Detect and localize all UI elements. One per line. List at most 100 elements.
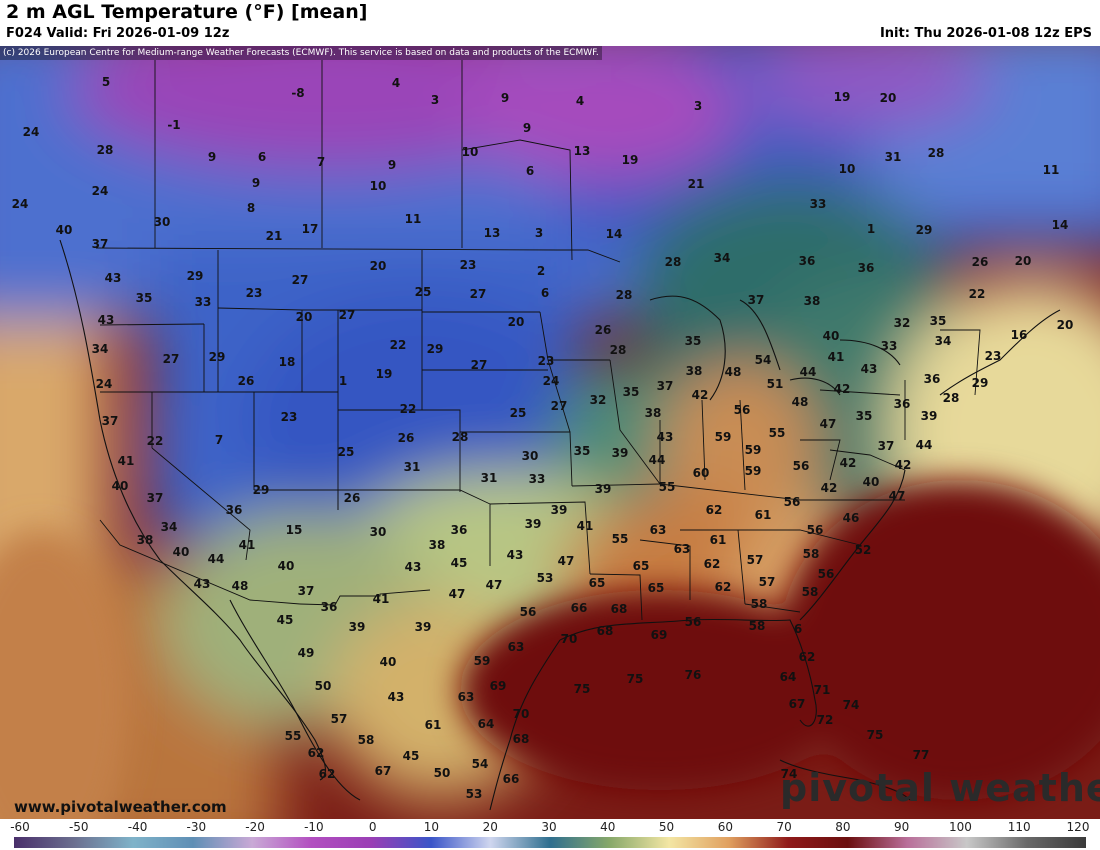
colorbar-tick-label: 80 xyxy=(835,820,851,834)
colorbar-tick-label: 50 xyxy=(658,820,675,834)
website-url[interactable]: www.pivotalweather.com xyxy=(14,798,227,816)
temperature-value-label: 36 xyxy=(451,523,468,537)
temperature-value-label: 52 xyxy=(855,543,872,557)
temperature-value-label: 4 xyxy=(576,94,584,108)
temperature-value-label: 2 xyxy=(537,264,545,278)
temperature-value-label: 28 xyxy=(665,255,682,269)
temperature-value-label: 39 xyxy=(415,620,432,634)
temperature-value-label: 41 xyxy=(118,454,135,468)
temperature-value-label: 68 xyxy=(611,602,628,616)
temperature-value-label: 35 xyxy=(136,291,153,305)
temperature-value-label: 11 xyxy=(1043,163,1060,177)
temperature-value-label: 33 xyxy=(810,197,827,211)
temperature-value-label: 46 xyxy=(843,511,860,525)
temperature-value-label: 75 xyxy=(574,682,591,696)
temperature-value-label: 43 xyxy=(388,690,405,704)
temperature-value-label: 50 xyxy=(315,679,332,693)
colorbar-tick-label: 0 xyxy=(368,820,377,834)
temperature-value-label: 39 xyxy=(595,482,612,496)
temperature-value-label: 61 xyxy=(425,718,442,732)
temperature-value-label: 33 xyxy=(195,295,212,309)
temperature-value-label: 58 xyxy=(751,597,768,611)
temperature-value-label: 59 xyxy=(745,443,762,457)
temperature-value-label: -1 xyxy=(167,118,180,132)
temperature-value-label: 66 xyxy=(503,772,520,786)
temperature-value-label: 20 xyxy=(296,310,313,324)
temperature-value-label: 58 xyxy=(358,733,375,747)
temperature-value-label: 44 xyxy=(208,552,225,566)
temperature-value-label: 26 xyxy=(972,255,989,269)
temperature-value-label: 55 xyxy=(659,480,676,494)
temperature-value-label: 23 xyxy=(985,349,1002,363)
temperature-value-label: 69 xyxy=(490,679,507,693)
temperature-value-label: 72 xyxy=(817,713,834,727)
temperature-value-label: 3 xyxy=(694,99,702,113)
temperature-value-label: 42 xyxy=(895,458,912,472)
temperature-value-label: 18 xyxy=(279,355,296,369)
temperature-value-label: 37 xyxy=(878,439,895,453)
colorbar-tick-label: 40 xyxy=(600,820,616,834)
temperature-value-label: 26 xyxy=(398,431,415,445)
temperature-value-label: 56 xyxy=(818,567,835,581)
temperature-value-label: 29 xyxy=(187,269,204,283)
colorbar-tick-label: 30 xyxy=(541,820,557,834)
temperature-value-label: 36 xyxy=(894,397,911,411)
temperature-value-label: 31 xyxy=(885,150,902,164)
temperature-value-label: 28 xyxy=(616,288,633,302)
temperature-value-label: 45 xyxy=(451,556,468,570)
colorbar-tick-label: 110 xyxy=(1007,820,1031,834)
temperature-value-label: 55 xyxy=(612,532,629,546)
temperature-value-label: 27 xyxy=(471,358,488,372)
temperature-value-label: 57 xyxy=(759,575,776,589)
temperature-value-label: 63 xyxy=(458,690,475,704)
temperature-value-label: 37 xyxy=(748,293,765,307)
temperature-value-label: 29 xyxy=(209,350,226,364)
temperature-value-label: 27 xyxy=(470,287,487,301)
temperature-value-label: 45 xyxy=(277,613,294,627)
brand-logo: pivotal weather xyxy=(780,766,1100,810)
colorbar-tick-label: 70 xyxy=(776,820,792,834)
temperature-value-label: 15 xyxy=(286,523,303,537)
temperature-value-label: 5 xyxy=(102,75,110,89)
temperature-value-label: 29 xyxy=(916,223,933,237)
temperature-value-label: 50 xyxy=(434,766,451,780)
temperature-value-label: 63 xyxy=(650,523,667,537)
temperature-value-label: 40 xyxy=(380,655,397,669)
temperature-value-label: 75 xyxy=(867,728,884,742)
temperature-value-label: 40 xyxy=(823,329,840,343)
temperature-value-label: 26 xyxy=(238,374,255,388)
colorbar-tick-label: 120 xyxy=(1066,820,1090,834)
temperature-value-label: 37 xyxy=(102,414,119,428)
temperature-value-label: 30 xyxy=(154,215,171,229)
temperature-value-label: 24 xyxy=(96,377,113,391)
init-time: Init: Thu 2026-01-08 12z EPS xyxy=(879,26,1092,41)
temperature-value-label: 30 xyxy=(370,525,387,539)
temperature-value-label: 3 xyxy=(535,226,543,240)
temperature-value-label: 62 xyxy=(799,650,816,664)
temperature-value-label: 13 xyxy=(484,226,501,240)
temperature-value-label: 37 xyxy=(92,237,109,251)
temperature-value-label: 21 xyxy=(266,229,283,243)
temperature-value-label: 27 xyxy=(339,308,356,322)
temperature-value-label: 8 xyxy=(247,201,255,215)
temperature-value-label: 29 xyxy=(253,483,270,497)
temperature-value-label: 38 xyxy=(804,294,821,308)
temperature-value-label: 22 xyxy=(400,402,417,416)
temperature-value-label: 41 xyxy=(828,350,845,364)
temperature-value-label: 68 xyxy=(597,624,614,638)
temperature-value-label: 20 xyxy=(1015,254,1032,268)
temperature-value-label: 40 xyxy=(112,479,129,493)
map-header: 2 m AGL Temperature (°F) [mean] F024 Val… xyxy=(0,0,1100,46)
temperature-value-label: 26 xyxy=(595,323,612,337)
temperature-value-label: 60 xyxy=(693,466,710,480)
temperature-value-label: 37 xyxy=(298,584,315,598)
temperature-value-label: 33 xyxy=(881,339,898,353)
temperature-value-label: 35 xyxy=(685,334,702,348)
temperature-value-label: 24 xyxy=(543,374,560,388)
temperature-value-label: 14 xyxy=(606,227,623,241)
temperature-value-label: 25 xyxy=(338,445,355,459)
temperature-value-label: 67 xyxy=(789,697,806,711)
temperature-value-label: 39 xyxy=(921,409,938,423)
temperature-value-label: 38 xyxy=(686,364,703,378)
temperature-value-label: 58 xyxy=(749,619,766,633)
